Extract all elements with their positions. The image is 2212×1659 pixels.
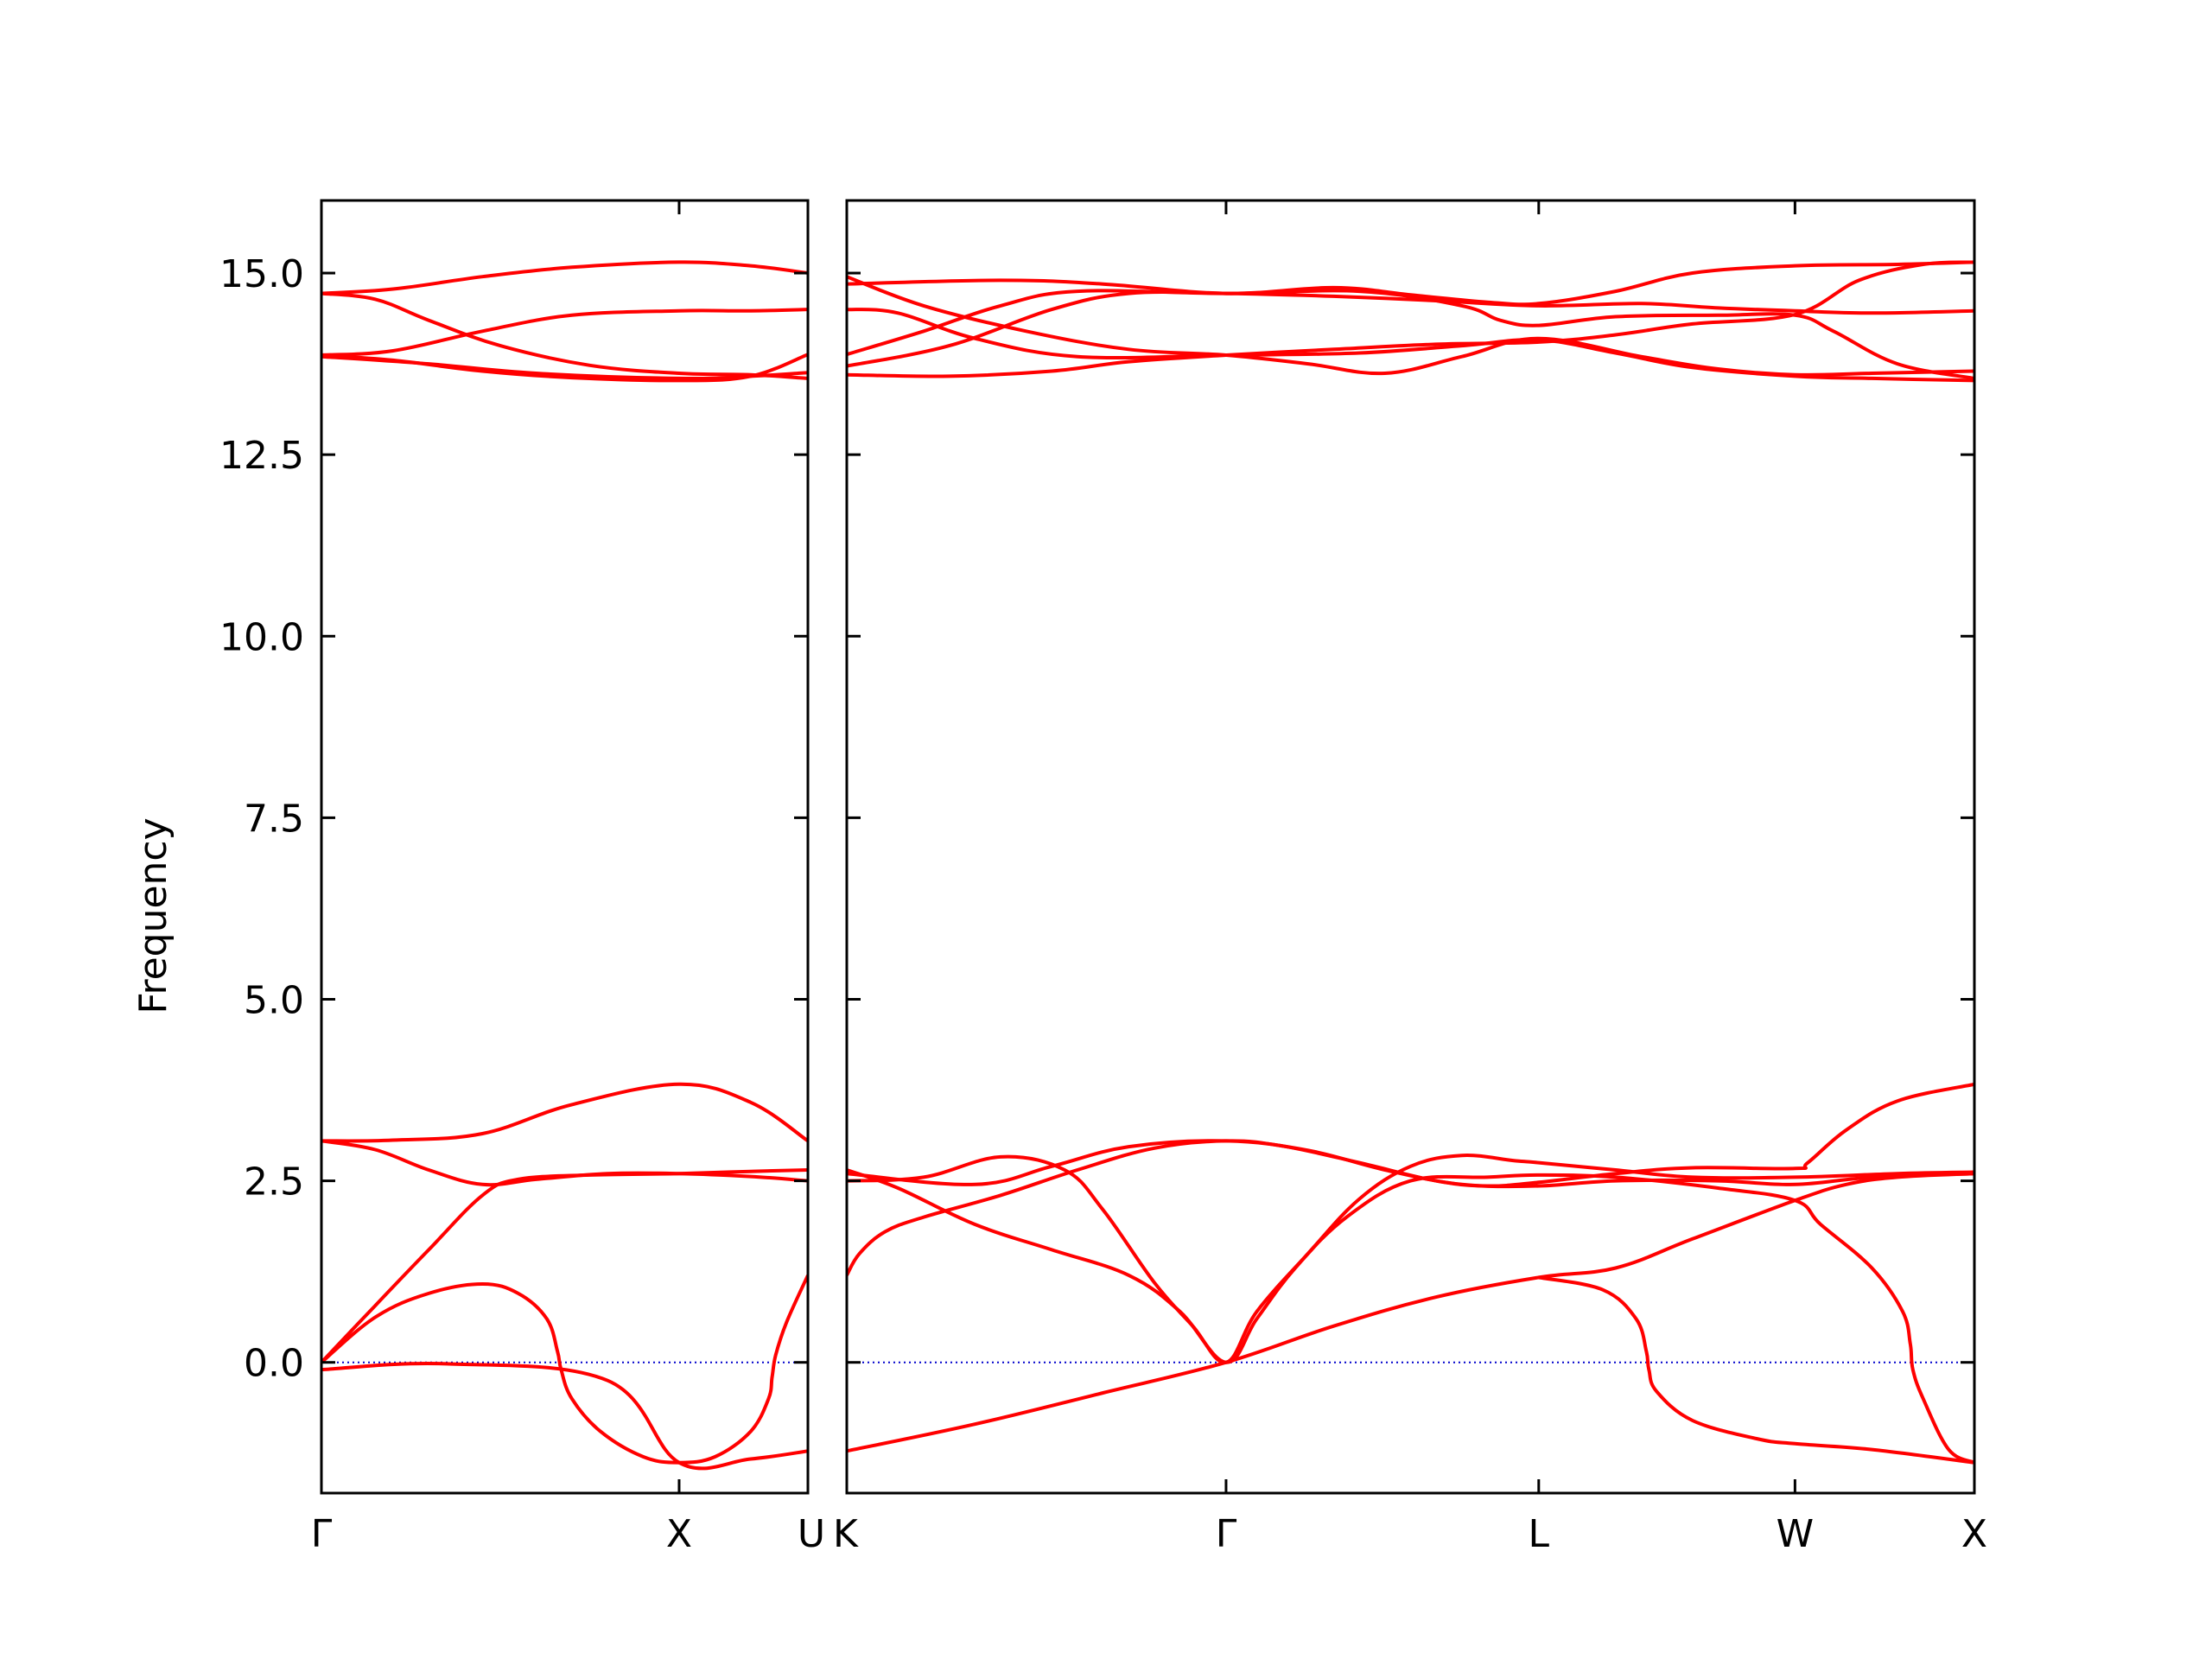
y-tick-label: 7.5 — [244, 797, 304, 841]
band-line-5 — [321, 1361, 808, 1471]
band-line-1 — [321, 1082, 808, 1143]
x-tick-label: X — [1961, 1512, 1987, 1556]
y-axis-title: Frequency — [131, 817, 175, 1014]
x-tick-label: Γ — [1216, 1512, 1237, 1556]
band-line-3 — [847, 1154, 1974, 1364]
band-line-10 — [321, 354, 808, 381]
band-line-7 — [847, 275, 1974, 377]
y-tick-label: 0.0 — [244, 1342, 304, 1386]
panel-frame — [845, 199, 1976, 1495]
band-line-6 — [321, 260, 808, 296]
band-line-4 — [321, 1274, 808, 1465]
band-line-11 — [847, 289, 1974, 380]
band-line-4 — [847, 1168, 1974, 1465]
band-line-12 — [847, 308, 1974, 383]
band-line-8 — [321, 308, 808, 357]
y-tick-label: 5.0 — [244, 978, 304, 1022]
y-axis: 0.0 2.5 5.0 7.5 10.0 12.5 15.0 — [219, 252, 304, 1386]
band-line-3 — [321, 1168, 808, 1364]
band-line-6 — [1538, 1275, 1974, 1465]
band-line-2 — [321, 1139, 808, 1187]
x-tick-label: X — [666, 1512, 692, 1556]
x-tick-label: Γ — [311, 1512, 333, 1556]
y-tick-label: 12.5 — [219, 434, 304, 478]
x-tick-label: W — [1777, 1512, 1815, 1556]
band-line-7 — [321, 291, 808, 380]
y-tick-label: 10.0 — [219, 615, 304, 659]
band-line-10 — [847, 289, 1974, 368]
y-tick-label: 15.0 — [219, 252, 304, 296]
x-tick-label: U — [798, 1512, 825, 1556]
band-line-5 — [847, 1139, 1974, 1189]
band-line-8 — [847, 260, 1974, 307]
band-line-9 — [847, 260, 1974, 378]
x-tick-label: K — [833, 1512, 859, 1556]
band-line-1 — [847, 1172, 1974, 1453]
y-tick-label: 2.5 — [244, 1160, 304, 1205]
panel-frame — [320, 199, 810, 1495]
x-tick-label: L — [1529, 1512, 1550, 1556]
